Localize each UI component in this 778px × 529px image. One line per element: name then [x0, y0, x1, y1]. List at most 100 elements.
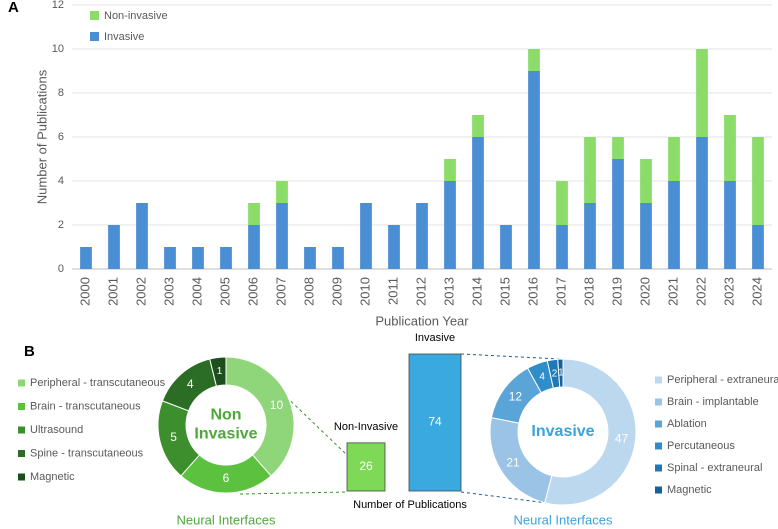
bar-segment	[472, 137, 484, 269]
x-tick-label: 2009	[329, 277, 344, 306]
legend-label: Non-invasive	[104, 10, 168, 22]
x-tick-label: 2010	[357, 277, 372, 306]
y-tick-label: 0	[58, 263, 64, 275]
x-axis-title: Number of Publications	[353, 499, 467, 511]
connector	[251, 363, 348, 456]
x-tick-label: 2019	[609, 277, 624, 306]
legend-label: Invasive	[104, 31, 144, 43]
value-label: 4	[187, 377, 194, 391]
x-tick-label: 2005	[217, 277, 232, 306]
bar-segment	[584, 137, 596, 203]
legend-label: Percutaneous	[667, 440, 735, 452]
bar-segment	[444, 181, 456, 269]
bar-segment	[136, 203, 148, 269]
x-tick-label: 2006	[245, 277, 260, 306]
y-tick-label: 4	[58, 175, 64, 187]
legend-swatch	[655, 442, 662, 450]
legend-label: Ultrasound	[30, 424, 83, 436]
bar-segment	[276, 181, 288, 203]
bar-segment	[640, 203, 652, 269]
x-tick-label: 2018	[581, 277, 596, 306]
legend-swatch	[655, 398, 662, 406]
legend-label: Peripheral - extraneural	[667, 374, 778, 386]
legend-label: Ablation	[667, 418, 707, 430]
x-tick-label: 2020	[637, 277, 652, 306]
bar-segment	[528, 49, 540, 71]
x-tick-label: 2021	[665, 277, 680, 306]
x-tick-label: 2024	[749, 277, 764, 306]
bar-segment	[500, 225, 512, 269]
x-tick-label: 2015	[497, 277, 512, 306]
legend-label: Spinal - extraneural	[667, 462, 762, 474]
category-label: Invasive	[415, 332, 455, 344]
bar-segment	[612, 137, 624, 159]
value-label: 12	[509, 389, 523, 403]
bar-segment	[668, 137, 680, 181]
value-label: 10	[270, 398, 284, 412]
value-label: 5	[170, 430, 177, 444]
x-tick-label: 2003	[161, 277, 176, 306]
connector	[460, 353, 561, 360]
bar-segment	[220, 247, 232, 269]
x-tick-label: 2007	[273, 277, 288, 306]
value-label: 2	[552, 368, 558, 379]
legend-swatch	[18, 403, 25, 410]
bar-segment	[528, 71, 540, 269]
bar-segment	[416, 203, 428, 269]
y-tick-label: 6	[58, 131, 64, 143]
legend-label: Brain - transcutaneous	[30, 400, 141, 412]
x-tick-label: 2002	[133, 277, 148, 306]
bar-segment	[556, 181, 568, 225]
value-label: 21	[506, 455, 520, 469]
y-tick-label: 2	[58, 219, 64, 231]
value-label: 1	[217, 366, 223, 377]
bar-segment	[332, 247, 344, 269]
bar-segment	[444, 159, 456, 181]
bar	[408, 353, 462, 492]
bar-segment	[696, 49, 708, 137]
center-label: Non	[210, 407, 241, 424]
x-tick-label: 2017	[553, 277, 568, 306]
bar-segment	[668, 181, 680, 269]
x-tick-label: 2014	[469, 277, 484, 306]
x-tick-label: 2016	[525, 277, 540, 306]
x-tick-label: 2011	[385, 277, 400, 305]
donut-segment	[225, 356, 295, 477]
donut-segment	[544, 358, 637, 506]
legend-swatch	[18, 379, 25, 387]
bar-segment	[584, 203, 596, 269]
bar-segment	[640, 159, 652, 203]
center-label: Invasive	[194, 426, 257, 443]
legend-swatch	[18, 426, 25, 434]
legend-swatch	[18, 473, 25, 481]
bar-segment	[612, 159, 624, 269]
caption: Neural Interfaces	[514, 512, 613, 527]
y-tick-label: 10	[52, 43, 64, 55]
legend-swatch	[18, 450, 25, 457]
y-axis-title: Number of Publications	[34, 69, 49, 204]
x-tick-label: 2001	[105, 277, 120, 306]
x-tick-label: 2013	[441, 277, 456, 306]
panel-label: B	[24, 343, 35, 360]
bar-segment	[80, 247, 92, 269]
x-axis-title: Publication Year	[375, 313, 469, 328]
bar-segment	[724, 181, 736, 269]
bar-segment	[472, 115, 484, 137]
value-label: 26	[359, 459, 373, 473]
value-label: 6	[223, 471, 230, 485]
legend-label: Magnetic	[667, 484, 712, 496]
legend-label: Magnetic	[30, 471, 75, 483]
legend-swatch	[655, 376, 662, 384]
bar-segment	[556, 225, 568, 269]
x-tick-label: 2022	[693, 277, 708, 306]
value-label: 47	[615, 432, 629, 446]
legend-swatch	[90, 32, 99, 41]
legend-label: Brain - implantable	[667, 396, 759, 408]
panel-label: A	[8, 0, 19, 16]
bar-segment	[388, 225, 400, 269]
bar-segment	[696, 137, 708, 269]
bar-segment	[724, 115, 736, 181]
bar-segment	[248, 203, 260, 225]
donut-segment	[209, 356, 227, 387]
